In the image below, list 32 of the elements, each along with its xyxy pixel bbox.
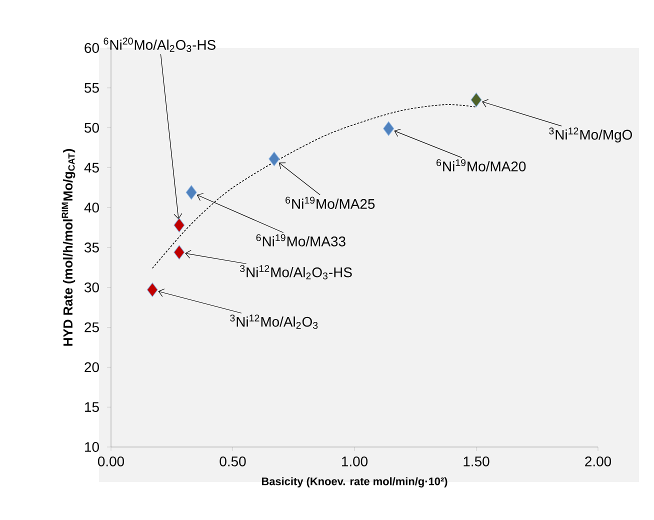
y-tick-label: 45 — [84, 162, 99, 173]
y-axis-title: HYD Rate (mol/h/mol$^{RIM}$Mo/g$_{CAT}$) — [62, 149, 76, 346]
x-tick-label: 0.00 — [98, 456, 124, 466]
x-tick-label: 0.50 — [220, 456, 246, 466]
point — [470, 92, 482, 108]
annotation: $^{3}$Ni$^{12}$Mo/MgO — [549, 128, 632, 142]
annotation: $^{6}$Ni$^{19}$Mo/MA20 — [436, 159, 526, 172]
y-tick-label: 35 — [84, 242, 99, 252]
annotation: $^{6}$Ni$^{19}$Mo/MA33 — [256, 234, 346, 246]
y-tick-label: 60 — [84, 43, 99, 53]
y-tick-label: 55 — [84, 83, 99, 93]
point — [174, 245, 185, 260]
y-tick-label: 10 — [85, 442, 99, 452]
annotation: $^{3}$Ni$^{12}$Mo/Al$_{2}$O$_{3}$ — [230, 314, 318, 329]
point — [174, 218, 185, 232]
y-tick-label: 30 — [84, 282, 99, 292]
y-tick-label: 40 — [84, 202, 99, 213]
y-tick-label: 25 — [84, 322, 99, 332]
x-tick-label: 1.50 — [464, 456, 490, 466]
x-tick-label: 1.00 — [342, 456, 368, 466]
point — [146, 282, 158, 298]
point — [186, 185, 197, 200]
point — [383, 121, 394, 136]
annotation: $^{6}$Ni$^{20}$Mo/Al$_{2}$O$_{3}$-HS — [104, 38, 216, 52]
point — [268, 152, 280, 166]
annotation: $^{6}$Ni$^{19}$Mo/MA25 — [286, 196, 375, 209]
y-tick-label: 50 — [84, 122, 99, 133]
y-tick-label: 20 — [84, 362, 99, 372]
y-tick-label: 15 — [85, 402, 99, 412]
x-tick-label: 2.00 — [585, 456, 612, 466]
annotation: $^{3}$Ni$^{12}$Mo/Al$_{2}$O$_{3}$-HS — [240, 265, 352, 280]
x-axis-title: Basicity (Knoev. rate mol/min/g·10²) — [262, 477, 448, 488]
